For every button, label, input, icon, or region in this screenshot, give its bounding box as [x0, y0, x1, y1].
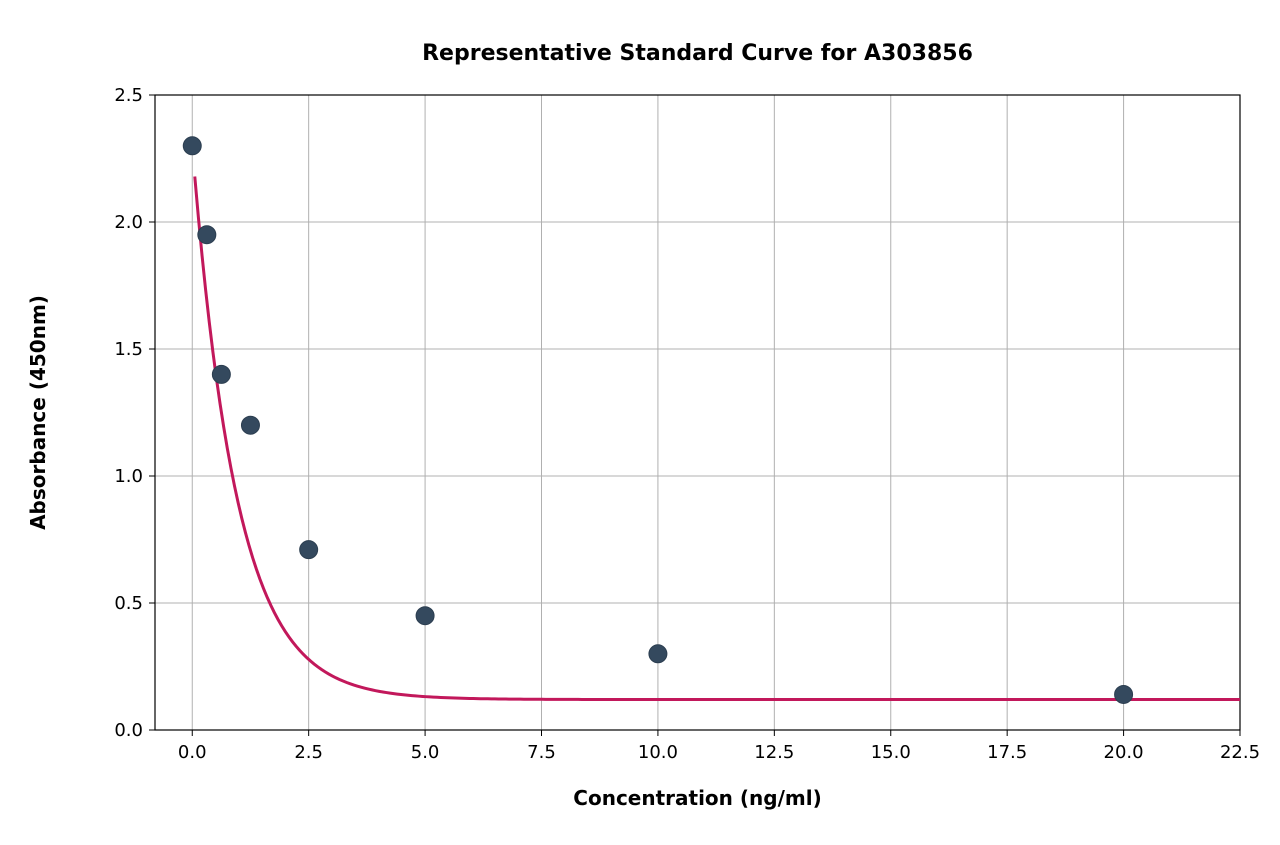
x-tick-label: 0.0 — [178, 742, 207, 763]
x-tick-label: 12.5 — [754, 742, 794, 763]
x-tick-label: 7.5 — [527, 742, 556, 763]
y-tick-label: 1.5 — [114, 339, 143, 360]
y-tick-label: 1.0 — [114, 466, 143, 487]
x-axis-label: Concentration (ng/ml) — [573, 786, 821, 810]
y-axis-label: Absorbance (450nm) — [26, 295, 50, 530]
y-tick-label: 0.0 — [114, 720, 143, 741]
y-tick-label: 2.0 — [114, 212, 143, 233]
x-tick-label: 5.0 — [411, 742, 440, 763]
chart-container: 0.0 2.5 5.0 7.5 10.0 12.5 15.0 17.5 20.0 22.5 0.0 0… — [0, 0, 1280, 845]
data-point — [212, 365, 230, 383]
x-tick-label: 20.0 — [1104, 742, 1144, 763]
y-tick-label: 0.5 — [114, 593, 143, 614]
data-point — [198, 226, 216, 244]
data-point — [1115, 685, 1133, 703]
x-tick-label: 10.0 — [638, 742, 678, 763]
chart-title: Representative Standard Curve for A30385… — [422, 41, 973, 66]
x-tick-label: 17.5 — [987, 742, 1027, 763]
data-point — [241, 416, 259, 434]
y-tick-label: 2.5 — [114, 85, 143, 106]
data-point — [416, 607, 434, 625]
data-point — [183, 137, 201, 155]
data-point — [300, 541, 318, 559]
data-point — [649, 645, 667, 663]
plot-area — [155, 95, 1240, 730]
x-tick-label: 2.5 — [294, 742, 323, 763]
chart-svg: 0.0 2.5 5.0 7.5 10.0 12.5 15.0 17.5 20.0 22.5 0.0 0… — [0, 0, 1280, 845]
x-tick-label: 15.0 — [871, 742, 911, 763]
x-tick-label: 22.5 — [1220, 742, 1260, 763]
